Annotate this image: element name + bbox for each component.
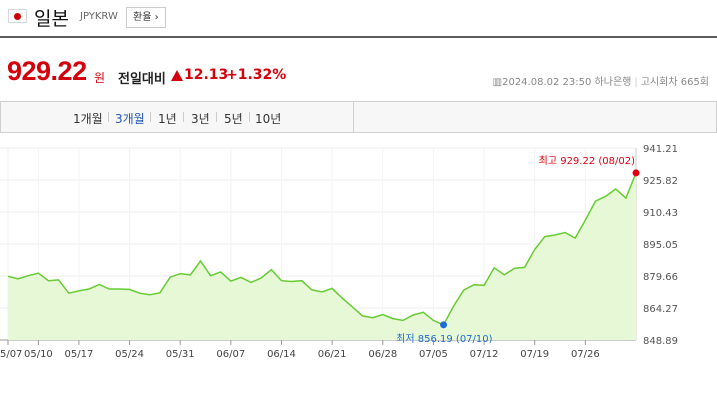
price-unit: 원 (94, 71, 106, 85)
tab-1-month[interactable]: 1개월 (73, 112, 103, 126)
currency-code: JPYKRW (80, 11, 118, 22)
x-tick-label: 06/07 (216, 349, 245, 360)
y-tick-label: 941.21 (643, 144, 678, 155)
chart-svg: 941.21 925.82 910.43 895.05 879.66 864.27 848.… (0, 144, 678, 360)
tab-10-years[interactable]: 10년 (255, 112, 282, 126)
country-name: 일본 (34, 8, 69, 30)
quote-meta: ▥2024.08.02 23:50 하나은행 | 고시회차 665회 (492, 77, 709, 88)
x-tick-label: 05/17 (64, 349, 93, 360)
high-label: 최고 929.22 (08/02) (539, 155, 635, 167)
low-label: 최저 856.19 (07/10) (396, 333, 492, 345)
quote-date: 2024.08.02 23:50 (502, 77, 592, 88)
x-tick-label: 07/26 (571, 349, 600, 360)
x-tick-label: 07/05 (419, 349, 448, 360)
area-fill (8, 172, 636, 340)
x-tick-label: 05/31 (166, 349, 195, 360)
x-tick-label: 05/24 (115, 349, 144, 360)
y-tick-label: 895.05 (643, 240, 678, 251)
x-tick-label: 06/28 (368, 349, 397, 360)
change-label: 전일대비 (118, 72, 166, 87)
high-marker (632, 169, 640, 177)
x-tick-label: 07/19 (520, 349, 549, 360)
up-triangle-icon (171, 70, 183, 81)
y-tick-label: 848.89 (643, 336, 678, 347)
x-tick-label: 05/07 (0, 349, 22, 360)
x-tick-label: 06/21 (318, 349, 347, 360)
notice-round: 고시회차 665회 (640, 77, 709, 88)
x-tick-label: 06/14 (267, 349, 296, 360)
tab-1-year[interactable]: 1년 (158, 112, 177, 126)
period-tabs: 1개월 3개월 1년 3년 5년 10년 (0, 101, 717, 133)
y-tick-label: 910.43 (643, 208, 678, 219)
change-percent: +1.32% (226, 67, 287, 83)
tab-3-months[interactable]: 3개월 (115, 112, 145, 126)
bank-name: 하나은행 (594, 77, 632, 88)
exchange-rate-button[interactable]: 환율 › (126, 7, 166, 28)
page-header: 일본 JPYKRW 환율 › (0, 0, 717, 38)
change-value: 12.13 (184, 67, 229, 83)
series-line (7, 172, 637, 326)
y-tick-label: 925.82 (643, 176, 678, 187)
calendar-icon: ▥ (492, 77, 503, 88)
tab-3-years[interactable]: 3년 (191, 112, 210, 126)
tab-5-years[interactable]: 5년 (224, 112, 243, 126)
y-tick-label: 879.66 (643, 272, 678, 283)
japan-flag-icon (8, 9, 27, 23)
current-price: 929.22 (7, 56, 87, 86)
rate-chart: 941.21 925.82 910.43 895.05 879.66 864.27 848.… (0, 135, 717, 404)
low-marker (440, 321, 448, 329)
x-tick-label: 05/10 (24, 349, 53, 360)
x-tick-label: 07/12 (470, 349, 499, 360)
y-tick-label: 864.27 (643, 304, 678, 315)
